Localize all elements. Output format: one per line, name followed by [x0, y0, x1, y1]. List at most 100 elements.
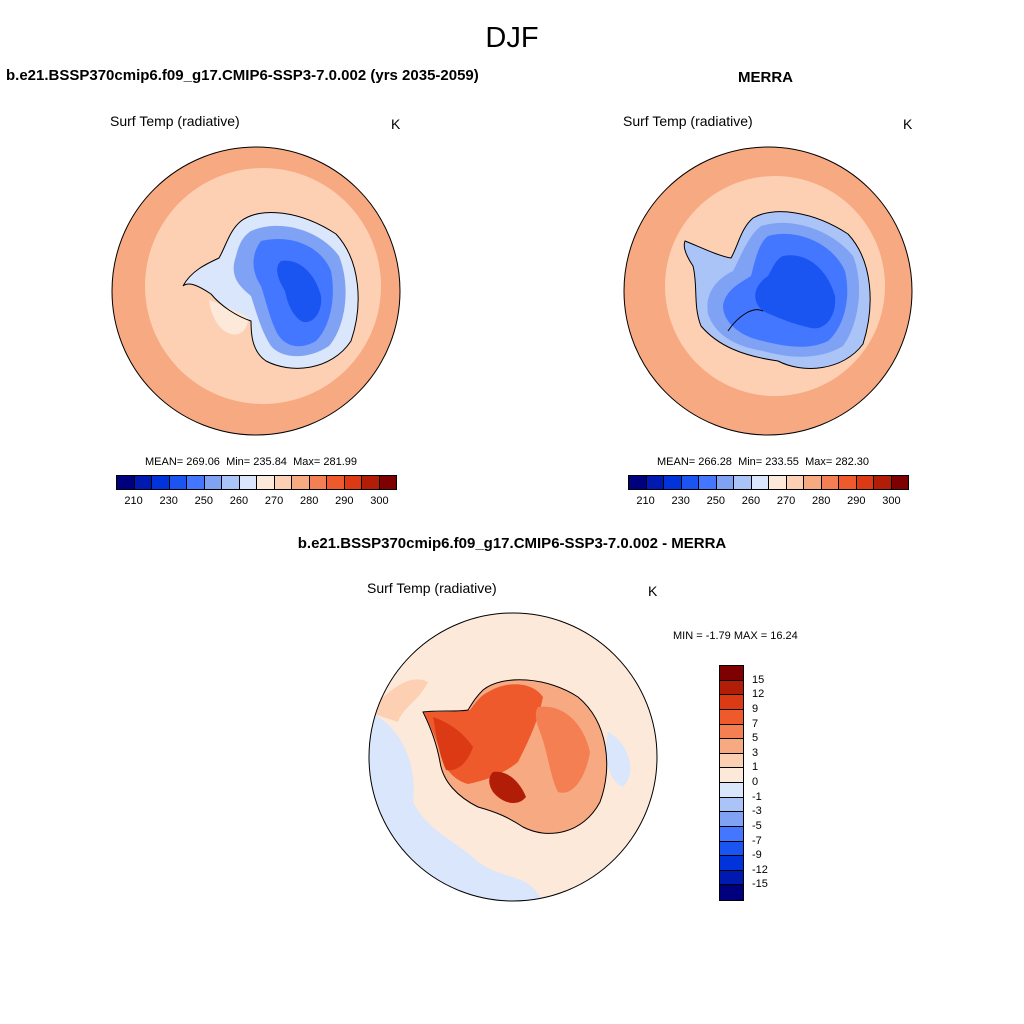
colorbar-swatch	[204, 476, 222, 489]
colorbar-tick-label: -15	[752, 878, 768, 891]
panel-2-variable-label: Surf Temp (radiative)	[623, 113, 753, 129]
colorbar-swatch	[152, 476, 170, 489]
colorbar-swatch	[769, 476, 787, 489]
panel-1-max-label: Max=	[293, 456, 321, 468]
panel-2-mean-value: 266.28	[698, 456, 732, 468]
colorbar-swatch	[720, 826, 743, 842]
colorbar-tick-label: 260	[741, 495, 761, 507]
panel-1-min-label: Min=	[226, 456, 251, 468]
colorbar-swatch	[751, 476, 769, 489]
colorbar-swatch	[720, 797, 743, 813]
colorbar-swatch	[309, 476, 327, 489]
panel-1-title: b.e21.BSSP370cmip6.f09_g17.CMIP6-SSP3-7.…	[6, 67, 479, 84]
colorbar-swatch	[362, 476, 380, 489]
colorbar-tick-label: 270	[776, 495, 796, 507]
panel-2-title: MERRA	[738, 69, 793, 86]
panel-1-max-value: 281.99	[323, 456, 357, 468]
colorbar-tick-label: 280	[812, 495, 831, 507]
panel-2-colorbar	[628, 475, 909, 490]
colorbar-swatch	[839, 476, 857, 489]
colorbar-tick-label: 1	[752, 761, 759, 774]
colorbar-swatch	[786, 476, 804, 489]
panel-3-polar-map	[368, 612, 658, 902]
colorbar-swatch	[720, 870, 743, 886]
colorbar-tick-label: 230	[671, 495, 690, 507]
colorbar-swatch	[720, 695, 743, 710]
panel-2-max-value: 282.30	[835, 456, 869, 468]
colorbar-swatch	[804, 476, 822, 489]
panel-3-min-value: -1.79	[705, 630, 731, 642]
colorbar-tick-label: 290	[847, 495, 866, 507]
colorbar-swatch	[629, 476, 647, 489]
colorbar-tick-label: 290	[335, 495, 354, 507]
panel-1-units: K	[391, 116, 401, 132]
colorbar-tick-label: -7	[752, 834, 762, 847]
panel-1-min-value: 235.84	[253, 456, 287, 468]
colorbar-swatch	[821, 476, 839, 489]
colorbar-tick-label: 7	[752, 717, 759, 730]
colorbar-swatch	[257, 476, 275, 489]
colorbar-swatch	[274, 476, 292, 489]
colorbar-swatch	[187, 476, 205, 489]
colorbar-swatch	[664, 476, 682, 489]
colorbar-swatch	[169, 476, 187, 489]
colorbar-swatch	[716, 476, 734, 489]
figure-title: DJF	[485, 22, 539, 54]
colorbar-tick-label: 270	[264, 495, 284, 507]
panel-2-max-label: Max=	[805, 456, 833, 468]
colorbar-tick-label: 15	[752, 673, 765, 686]
colorbar-tick-label: -12	[752, 863, 768, 876]
colorbar-tick-label: 300	[882, 495, 901, 507]
colorbar-swatch	[874, 476, 892, 489]
colorbar-tick-label: 9	[752, 702, 759, 715]
colorbar-swatch	[720, 666, 743, 681]
panel-3-max-label: MAX =	[733, 630, 768, 642]
panel-1-polar-map	[111, 146, 401, 436]
colorbar-swatch	[327, 476, 345, 489]
colorbar-swatch	[720, 709, 743, 725]
colorbar-tick-label: 250	[706, 495, 725, 507]
colorbar-swatch	[379, 476, 396, 489]
colorbar-tick-label: 250	[194, 495, 213, 507]
colorbar-swatch	[134, 476, 152, 489]
colorbar-tick-label: 5	[752, 732, 759, 745]
colorbar-swatch	[720, 783, 743, 798]
colorbar-tick-label: 210	[124, 495, 143, 507]
panel-1-mean-label: MEAN=	[145, 456, 184, 468]
colorbar-swatch	[891, 476, 908, 489]
panel-1-stats: MEAN= 269.06 Min= 235.84 Max= 281.99	[145, 456, 357, 468]
panel-3-units: K	[648, 583, 658, 599]
colorbar-swatch	[720, 841, 743, 857]
colorbar-tick-label: 300	[370, 495, 389, 507]
colorbar-tick-label: -9	[752, 849, 762, 862]
panel-2-mean-label: MEAN=	[657, 456, 696, 468]
colorbar-swatch	[720, 739, 743, 754]
colorbar-swatch	[734, 476, 752, 489]
panel-1-colorbar	[116, 475, 397, 490]
panel-3-stats: MIN = -1.79 MAX = 16.24	[673, 630, 798, 642]
colorbar-swatch	[720, 885, 743, 900]
colorbar-swatch	[720, 680, 743, 696]
colorbar-tick-label: -5	[752, 819, 762, 832]
colorbar-tick-label: 280	[300, 495, 319, 507]
colorbar-tick-label: 12	[752, 688, 765, 701]
colorbar-swatch	[292, 476, 310, 489]
colorbar-swatch	[720, 856, 743, 871]
panel-2-stats: MEAN= 266.28 Min= 233.55 Max= 282.30	[657, 456, 869, 468]
colorbar-swatch	[239, 476, 257, 489]
colorbar-tick-label: 210	[636, 495, 655, 507]
colorbar-swatch	[117, 476, 135, 489]
panel-2-units: K	[903, 116, 913, 132]
colorbar-swatch	[222, 476, 240, 489]
colorbar-tick-label: 3	[752, 746, 759, 759]
panel-3-max-value: 16.24	[770, 630, 798, 642]
panel-3-min-label: MIN =	[673, 630, 703, 642]
colorbar-tick-label: -3	[752, 805, 762, 818]
colorbar-tick-label: -1	[752, 790, 762, 803]
panel-3-title: b.e21.BSSP370cmip6.f09_g17.CMIP6-SSP3-7.…	[297, 535, 727, 552]
panel-2-min-value: 233.55	[765, 456, 799, 468]
colorbar-swatch	[681, 476, 699, 489]
colorbar-swatch	[720, 812, 743, 827]
colorbar-tick-label: 260	[229, 495, 249, 507]
panel-1-variable-label: Surf Temp (radiative)	[110, 113, 240, 129]
